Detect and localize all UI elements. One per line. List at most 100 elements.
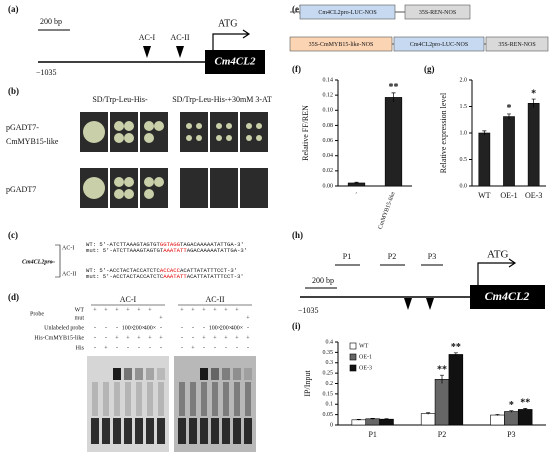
significance: **	[520, 398, 530, 409]
smear	[125, 382, 131, 416]
lane-mark: +	[235, 335, 239, 341]
construct-label: Cm4CL2pro-LUC-NOS	[318, 10, 376, 16]
lane-mark: 400×	[144, 325, 156, 331]
shift-band	[211, 368, 219, 380]
row-label: pGADT7	[6, 185, 36, 194]
construct-box	[299, 4, 396, 20]
group-label: AC-II	[205, 295, 224, 304]
site-label: AC-II	[62, 271, 76, 277]
colony	[124, 133, 134, 143]
constructs: Cm4CL2pro-LUC-NOS 35S-REN-NOS 35S-CmMYB15-…	[289, 4, 549, 52]
panel-label: (b)	[8, 86, 19, 96]
site-label: AC-I	[139, 33, 156, 42]
construct-box	[393, 36, 485, 52]
free-probe-band	[189, 418, 197, 444]
sequence-part: TAGACAAAAATATTGA-3'	[180, 241, 244, 248]
bar	[503, 116, 515, 187]
gene-box	[205, 50, 265, 74]
sequences: AC-I WT: 5'-ATCTTAAAGTAGTGTGGTAGGTAGACAAA…	[62, 241, 247, 280]
smear	[190, 382, 196, 416]
primer-label: P1	[343, 252, 351, 261]
site-label: AC-I	[62, 245, 74, 251]
y-tick-label: 0.06	[323, 138, 334, 144]
bracket	[50, 244, 61, 278]
lane-mark: -	[160, 325, 162, 331]
lane-mark: +	[191, 307, 195, 313]
lane-mark: +	[115, 307, 119, 313]
legend-label: OE-1	[359, 354, 372, 360]
lane-mark: -	[105, 325, 107, 331]
y-tick-label: 0.10	[323, 108, 334, 114]
error-bar	[482, 130, 487, 136]
gene-name: Cm4CL2	[485, 289, 530, 303]
x-tick-label: P1	[368, 430, 376, 439]
x-tick-label: OE-1	[500, 191, 517, 200]
lane-mark: +	[180, 307, 184, 313]
bar	[379, 418, 394, 426]
smear	[92, 382, 98, 416]
y-axis-title: Relative expression level	[439, 92, 448, 173]
lane-mark: +	[148, 307, 152, 313]
lane-mark: -	[181, 335, 183, 341]
bar	[351, 419, 367, 426]
colony	[186, 135, 192, 141]
legend-swatch	[349, 353, 357, 361]
smear	[136, 382, 142, 416]
bar	[504, 411, 519, 426]
significance: **	[437, 364, 447, 375]
lane-mark: +	[202, 335, 206, 341]
row-label: mut	[75, 315, 85, 321]
significance: *	[507, 103, 512, 114]
group-label: AC-I	[120, 295, 137, 304]
start-label: −1035	[298, 306, 319, 315]
atg-label: ATG	[487, 249, 508, 261]
colony	[216, 135, 222, 141]
y-tick-label: 1.5	[460, 104, 468, 110]
y-tick-label: 0.0	[460, 183, 468, 189]
construct-label: Cm4CL2pro-LUC-NOS	[410, 42, 468, 48]
start-label: −1035	[36, 68, 57, 77]
sequence: WT: 5'-ATCTTAAAGTAGTGTGGTAGGTAGACAAAAATA…	[86, 241, 244, 248]
lane-mark: -	[94, 325, 96, 331]
shift-band	[200, 368, 208, 380]
bar	[527, 103, 540, 187]
error-bar	[370, 418, 375, 420]
lane-mark: -	[94, 345, 96, 351]
smear	[245, 382, 251, 416]
plate-spot	[110, 168, 138, 208]
lane-mark: +	[93, 307, 97, 313]
free-probe-band	[178, 418, 186, 444]
gene-box	[470, 285, 545, 309]
y-axis-title: IP/Input	[303, 370, 312, 397]
lane-mark: +	[191, 345, 195, 351]
lane-mark: -	[105, 335, 107, 341]
shift-band	[244, 368, 252, 380]
error-bar	[356, 419, 361, 421]
colony	[226, 135, 232, 141]
error-bar	[507, 113, 511, 120]
y-tick-label: 0.02	[323, 168, 334, 174]
bar	[478, 132, 491, 187]
emsa: WT mut Unlabeled probe His-CmMYB15-like His A…	[34, 295, 256, 452]
condition: SD/Trp-Leu-His-+30mM 3-AT	[172, 95, 272, 104]
row-label: His	[76, 345, 85, 351]
lane-mark: -	[138, 345, 140, 351]
shift-band	[135, 368, 143, 380]
plate-spot	[110, 112, 138, 152]
site-marker	[404, 298, 434, 310]
shift-band	[157, 368, 165, 380]
lane-mark: 100×	[122, 325, 134, 331]
lane-mark: -	[203, 345, 205, 351]
yeast-plates	[80, 112, 268, 208]
colony	[124, 121, 134, 131]
construct-label: 35S-CmMYB15-like-NOS	[309, 42, 374, 48]
smear	[212, 382, 218, 416]
lane-mark: -	[127, 345, 129, 351]
plate-spot	[140, 112, 168, 152]
construct-label: 35S-REN-NOS	[498, 42, 535, 48]
x-tick-label: P2	[438, 430, 446, 439]
smear	[114, 382, 120, 416]
plate-spot	[240, 112, 268, 152]
promoter-label: Cm4CL2pro	[22, 259, 53, 265]
y-tick-label: 0.05	[323, 412, 334, 418]
